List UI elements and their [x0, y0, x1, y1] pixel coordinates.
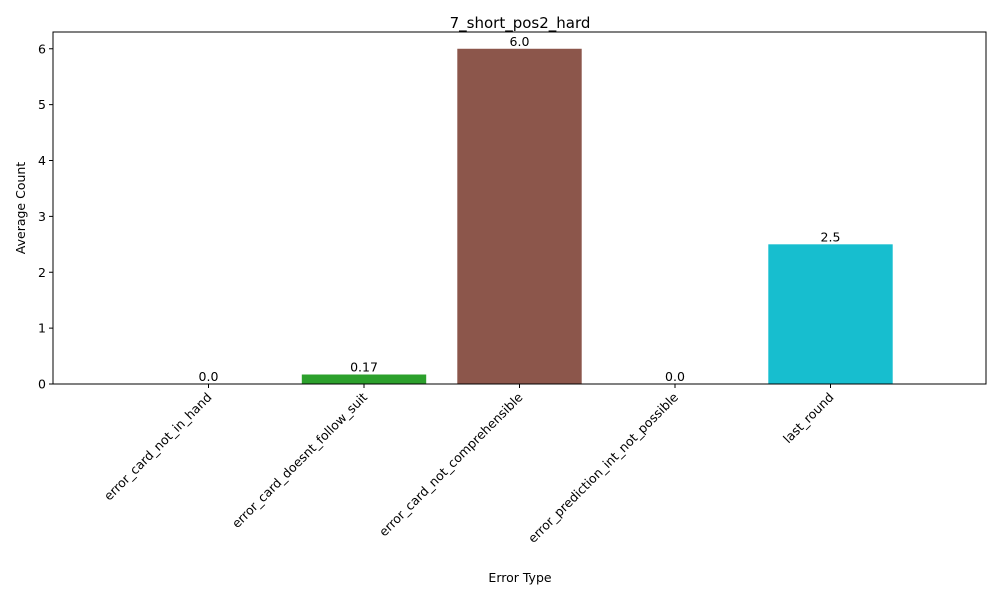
- bar: [457, 48, 582, 385]
- y-tick-label: 6: [38, 41, 46, 56]
- plot-area: 0 1 2 3 4 5 6 0.0 error_card_not_in_hand 0.17 erro…: [38, 34, 893, 546]
- x-tick-label: last_round: [780, 390, 837, 447]
- x-axis-title: Error Type: [488, 570, 551, 585]
- bar: [301, 374, 427, 384]
- bar-value-label: 0.17: [350, 360, 378, 375]
- x-tick-label: error_prediction_int_not_possible: [525, 389, 681, 545]
- plot-frame: [52, 31, 987, 385]
- chart-title: 7_short_pos2_hard: [450, 14, 591, 33]
- y-tick-label: 0: [38, 377, 46, 392]
- bar-value-label: 6.0: [510, 34, 530, 49]
- y-axis-title: Average Count: [13, 162, 28, 255]
- bar-value-label: 0.0: [199, 369, 219, 384]
- bar-value-label: 0.0: [665, 369, 685, 384]
- x-tick-label: error_card_doesnt_follow_suit: [229, 389, 370, 530]
- y-tick-label: 3: [38, 209, 46, 224]
- bar-value-label: 2.5: [821, 229, 841, 244]
- y-tick-label: 4: [38, 153, 46, 168]
- x-tick-label: error_card_not_in_hand: [101, 390, 215, 504]
- x-tick-label: error_card_not_comprehensible: [376, 389, 526, 539]
- bar: [768, 244, 893, 384]
- y-tick-label: 5: [38, 97, 46, 112]
- y-tick-label: 2: [38, 265, 46, 280]
- y-tick-label: 1: [38, 321, 46, 336]
